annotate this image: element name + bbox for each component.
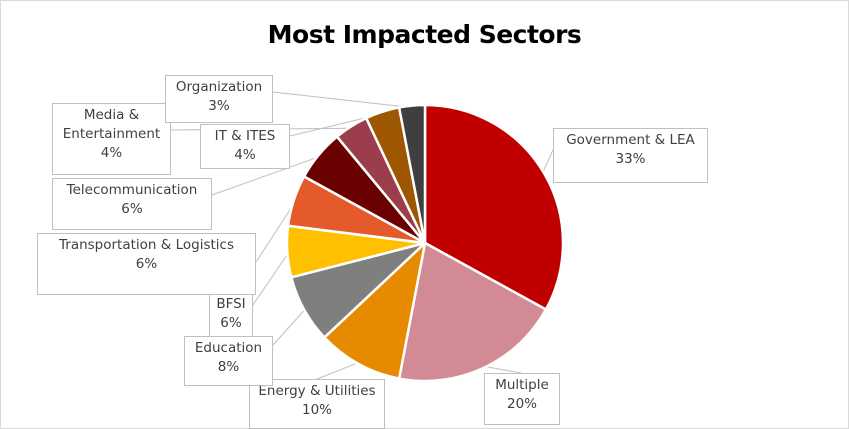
pie-slice-government-lea	[423, 103, 565, 311]
data-label: Multiple 20%	[484, 373, 560, 425]
leader-line	[541, 149, 554, 175]
data-label-value: 4%	[100, 145, 123, 161]
data-label-category: Entertainment	[62, 126, 161, 142]
data-label: Organization 3%	[165, 75, 273, 123]
data-label-category: Telecommunication	[66, 182, 198, 198]
data-label: BFSI 6%	[209, 292, 253, 337]
data-label-category: Media &	[83, 107, 140, 123]
data-label-category: Organization	[175, 79, 263, 95]
data-label: Transportation & Logistics 6%	[37, 233, 256, 295]
data-label-value: 6%	[135, 256, 158, 272]
chart-title: Most Impacted Sectors	[267, 20, 582, 49]
pie-slice-energy-utilities	[323, 241, 427, 380]
leader-line	[211, 155, 321, 196]
data-label-value: 6%	[121, 201, 143, 217]
data-label: Telecommunication 6%	[52, 178, 212, 230]
data-label-value: 8%	[217, 359, 240, 375]
pie-slices	[285, 103, 565, 383]
leader-line	[272, 308, 307, 346]
data-label-category: BFSI	[216, 296, 246, 312]
data-label-category: Multiple	[495, 377, 549, 393]
pie-slice-organization	[397, 103, 427, 245]
leader-line	[255, 200, 297, 263]
data-label: Energy & Utilities 10%	[249, 379, 385, 429]
leader-line	[272, 91, 413, 109]
data-label-category: Energy & Utilities	[258, 383, 376, 399]
data-label-value: 20%	[506, 396, 537, 412]
leader-line	[316, 361, 360, 380]
data-label-category: IT & ITES	[214, 128, 276, 144]
data-label: Media & Entertainment 4%	[52, 103, 171, 175]
data-label-category: Transportation & Logistics	[59, 237, 234, 253]
data-label: IT & ITES 4%	[200, 124, 290, 169]
data-label-value: 4%	[234, 147, 256, 163]
data-label: Education 8%	[184, 336, 273, 386]
leader-line	[482, 365, 522, 374]
data-label-category: Education	[194, 340, 263, 356]
pie-slice-multiple	[397, 241, 548, 383]
data-label-category: Government & LEA	[566, 132, 695, 148]
data-label-value: 33%	[615, 151, 646, 167]
data-label: Government & LEA 33%	[553, 128, 708, 183]
data-label-value: 10%	[301, 402, 332, 418]
leader-line	[252, 251, 290, 306]
data-label-value: 3%	[208, 98, 230, 114]
data-label-value: 6%	[220, 315, 242, 331]
